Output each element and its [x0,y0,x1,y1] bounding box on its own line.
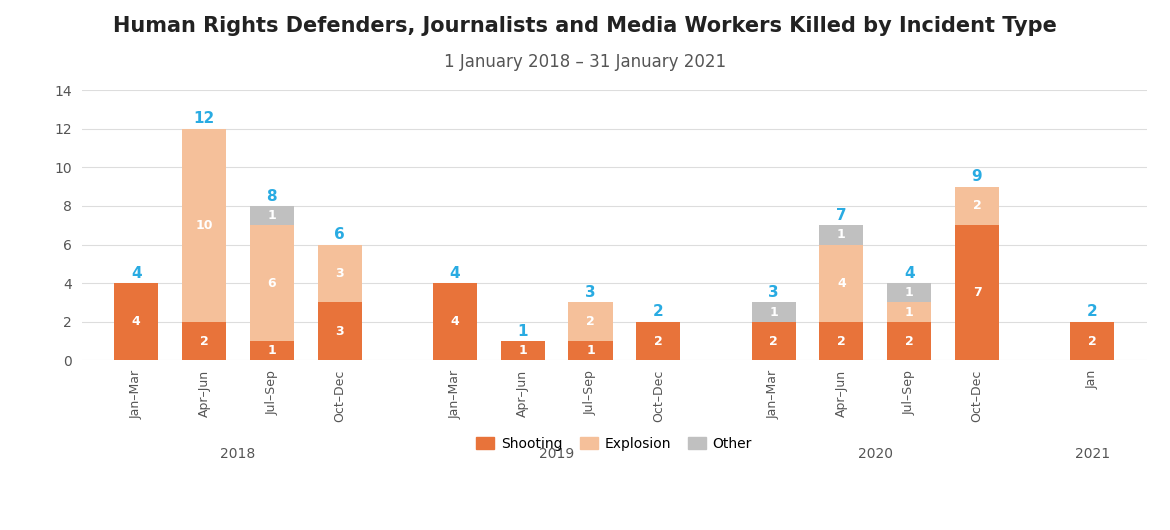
Bar [249,341,294,360]
Bar [501,341,545,360]
Bar [819,244,863,322]
Text: 10: 10 [195,219,213,232]
Text: 2018: 2018 [220,446,255,461]
Bar [887,303,931,322]
Bar [317,303,362,360]
Text: 6: 6 [268,277,276,290]
Bar [819,225,863,244]
Bar [1071,322,1114,360]
Text: 6: 6 [335,227,345,242]
Legend: Shooting, Explosion, Other: Shooting, Explosion, Other [470,431,758,456]
Text: 2: 2 [1088,334,1096,348]
Text: 2: 2 [654,334,662,348]
Bar [249,225,294,341]
Text: 1: 1 [268,209,276,222]
Text: 7: 7 [837,208,847,223]
Bar [569,341,613,360]
Text: 8: 8 [267,189,277,204]
Bar [569,303,613,341]
Text: 4: 4 [132,315,140,328]
Bar [249,206,294,225]
Text: 2021: 2021 [1075,446,1110,461]
Text: 3: 3 [769,285,779,300]
Bar [887,283,931,303]
Text: 7: 7 [972,286,982,299]
Text: 3: 3 [336,267,344,280]
Text: 2: 2 [837,334,846,348]
Text: 2: 2 [972,199,982,213]
Text: 2: 2 [769,334,778,348]
Text: 4: 4 [837,277,846,290]
Text: 4: 4 [450,315,460,328]
Bar [317,244,362,303]
Text: 3: 3 [336,325,344,338]
Bar [955,225,999,360]
Text: 2020: 2020 [858,446,893,461]
Text: 4: 4 [449,266,460,281]
Text: Human Rights Defenders, Journalists and Media Workers Killed by Incident Type: Human Rights Defenders, Journalists and … [113,16,1057,36]
Text: 1: 1 [586,344,594,357]
Text: 9: 9 [972,169,983,184]
Text: 4: 4 [904,266,915,281]
Text: 1 January 2018 – 31 January 2021: 1 January 2018 – 31 January 2021 [443,53,727,71]
Text: 1: 1 [769,306,778,319]
Text: 2: 2 [200,334,208,348]
Bar [115,283,158,360]
Bar [181,322,226,360]
Bar [181,129,226,322]
Text: 1: 1 [518,344,527,357]
Bar [751,303,796,322]
Text: 1: 1 [904,286,914,299]
Text: 1: 1 [268,344,276,357]
Bar [636,322,681,360]
Bar [887,322,931,360]
Bar [433,283,477,360]
Bar [819,322,863,360]
Text: 4: 4 [131,266,142,281]
Text: 2019: 2019 [539,446,574,461]
Text: 2: 2 [904,334,914,348]
Text: 1: 1 [837,228,846,241]
Text: 2: 2 [653,304,663,320]
Bar [955,187,999,225]
Text: 2: 2 [586,315,594,328]
Text: 2: 2 [1087,304,1097,320]
Text: 1: 1 [904,306,914,319]
Bar [751,322,796,360]
Text: 3: 3 [585,285,596,300]
Text: 1: 1 [517,324,528,339]
Text: 12: 12 [193,111,214,126]
